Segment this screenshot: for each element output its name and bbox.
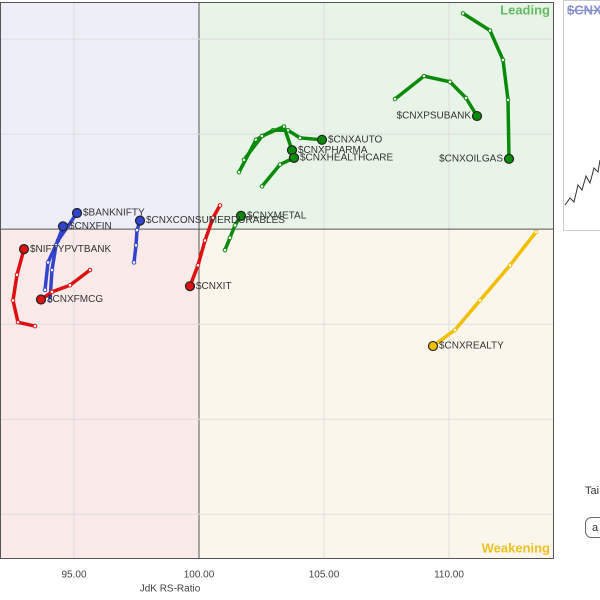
- quadrant-leading: [199, 2, 553, 230]
- plot-frame: [0, 2, 554, 559]
- tail-point: [236, 169, 242, 175]
- tail-point: [259, 133, 265, 139]
- tail-point: [32, 323, 38, 329]
- head-point: [288, 152, 300, 163]
- tail-point: [507, 262, 513, 268]
- tail: [223, 214, 243, 252]
- tail-point: [45, 260, 51, 265]
- tail-point: [392, 96, 398, 102]
- series-label: $CNXREALTY: [439, 341, 504, 352]
- x-tick-label: 110.00: [434, 570, 464, 581]
- tail-point: [533, 229, 539, 235]
- tail-point: [47, 298, 53, 303]
- tail: [39, 268, 92, 302]
- tail-point: [277, 162, 283, 167]
- head-point: [35, 294, 47, 305]
- x-axis-label: JdK RS-Ratio: [140, 584, 201, 595]
- tail-point: [14, 272, 20, 278]
- x-tick-label: 105.00: [309, 570, 340, 581]
- tail-point: [134, 227, 140, 233]
- tail-point: [452, 327, 458, 333]
- side-chart-frame: [563, 0, 600, 231]
- side-button-text[interactable]: a: [592, 522, 599, 534]
- side-panel: $CNX Tai a: [563, 0, 600, 538]
- series-label: $CNXCONSUMERDURABLES: [146, 215, 285, 226]
- side-tail-label: Tai: [585, 485, 599, 497]
- series-label: $CNXAUTO: [328, 134, 382, 145]
- x-tick-label: 95.00: [61, 570, 86, 581]
- head-point: [184, 281, 196, 292]
- tail-point: [49, 289, 55, 295]
- tail-point: [447, 79, 453, 85]
- tail-point: [487, 28, 493, 33]
- series-label: $CNXIT: [196, 281, 232, 292]
- head-point: [57, 221, 69, 232]
- series-label: $CNXPHARMA: [298, 145, 368, 156]
- quadrant-label: Weakening: [482, 540, 550, 555]
- series-label: $NIFTYPVTBANK: [30, 244, 111, 255]
- tail-point: [49, 267, 55, 273]
- tail: [48, 224, 65, 303]
- tail-point: [421, 73, 427, 79]
- tail-point: [281, 124, 287, 129]
- tail-point: [217, 203, 223, 208]
- side-button[interactable]: [585, 517, 600, 538]
- head-point: [134, 215, 146, 226]
- quadrant-improving: [0, 2, 199, 230]
- tail-point: [460, 11, 466, 16]
- quadrants: [0, 2, 553, 558]
- series-label: $CNXFMCG: [47, 294, 103, 305]
- series-label: $CNXMETAL: [247, 210, 307, 221]
- tail-point: [67, 282, 73, 288]
- head-point: [71, 207, 83, 219]
- tail-point: [463, 95, 469, 101]
- tail-point: [195, 262, 201, 268]
- quadrant-label: Leading: [500, 2, 550, 17]
- tail-point: [202, 238, 208, 243]
- head-point: [316, 134, 328, 145]
- quadrant-lagging: [0, 229, 199, 558]
- tail-point: [477, 298, 483, 303]
- tail-point: [210, 215, 216, 221]
- tail-point: [133, 243, 139, 248]
- tail-point: [53, 243, 59, 248]
- tail-point: [232, 223, 238, 228]
- series-label: $CNXOILGAS: [439, 153, 503, 164]
- series-label: $BANKNIFTY: [83, 208, 145, 219]
- tail-point: [505, 97, 511, 103]
- tail: [242, 124, 294, 162]
- series-label: $CNXHEALTHCARE: [300, 153, 393, 164]
- tail-point: [131, 260, 137, 265]
- tail-point: [500, 57, 506, 63]
- tail-point: [15, 319, 21, 325]
- tail-point: [10, 298, 16, 303]
- head-point: [427, 340, 439, 352]
- head-point: [503, 153, 515, 164]
- plot: $CNXOILGAS$CNXPSUBANK$CNXAUTO$CNXPHARMA$…: [10, 11, 539, 352]
- tail-point: [297, 135, 303, 141]
- head-point: [235, 210, 247, 221]
- tail-point: [222, 247, 228, 253]
- head-point: [471, 110, 483, 122]
- side-sparkline: [564, 159, 600, 206]
- tail-point: [42, 287, 48, 293]
- side-title: $CNX: [567, 2, 600, 17]
- tail-point: [259, 184, 265, 189]
- head-point: [18, 244, 30, 255]
- tail-point: [241, 157, 247, 163]
- tail-point: [87, 267, 93, 273]
- series-label: $CNXPSUBANK: [397, 111, 472, 122]
- tail-point: [227, 235, 233, 241]
- x-tick-label: 100.00: [184, 570, 215, 581]
- series-label: $CNXFIN: [69, 221, 112, 232]
